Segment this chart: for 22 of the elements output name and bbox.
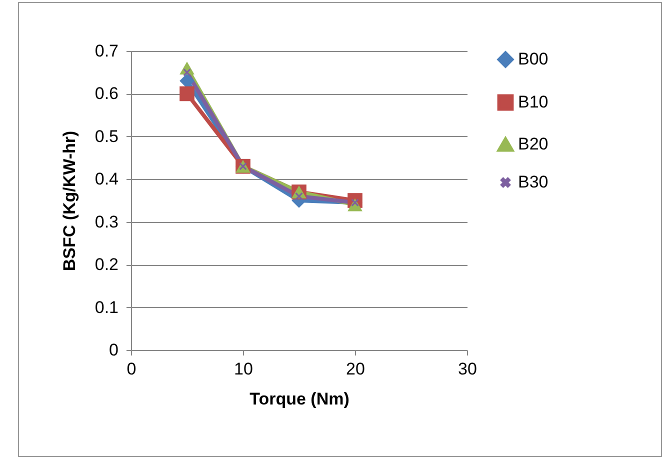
point: [180, 86, 194, 102]
y-tick-label: 0.4: [94, 170, 118, 189]
point: [183, 68, 191, 76]
y-tick-label: 0.7: [94, 42, 118, 60]
y-tick-label: 0.6: [94, 84, 118, 104]
x-axis-title: Torque (Nm): [250, 390, 350, 408]
legend-label: B30: [518, 172, 548, 192]
y-axis-title: BSFC (Kg/KW-hr): [60, 130, 79, 272]
y-tick-label: 0: [109, 340, 118, 360]
legend-label: B20: [518, 134, 548, 154]
x-tick-label: 0: [126, 360, 136, 378]
legend-label: B00: [518, 50, 548, 68]
y-tick-label: 0.2: [94, 255, 118, 274]
legend-label: B10: [518, 92, 548, 112]
x-tick-label: 30: [458, 360, 477, 378]
y-tick-label: 0.5: [94, 126, 118, 146]
y-tick-label: 0.3: [94, 212, 118, 232]
y-tick-label: 0.1: [94, 298, 118, 317]
x-tick-label: 20: [346, 360, 365, 378]
point: [180, 73, 194, 88]
x-tick-label: 10: [234, 360, 253, 378]
point: [295, 192, 303, 200]
